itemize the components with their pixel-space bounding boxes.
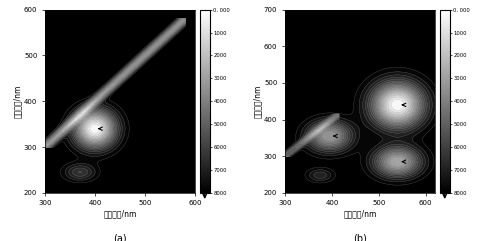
X-axis label: 激发波长/nm: 激发波长/nm	[104, 209, 136, 218]
Text: (b): (b)	[353, 233, 367, 241]
X-axis label: 激发波长/nm: 激发波长/nm	[344, 209, 376, 218]
Y-axis label: 发射波长/nm: 发射波长/nm	[254, 85, 262, 118]
Y-axis label: 发射波长/nm: 发射波长/nm	[14, 85, 22, 118]
Text: (a): (a)	[113, 233, 127, 241]
